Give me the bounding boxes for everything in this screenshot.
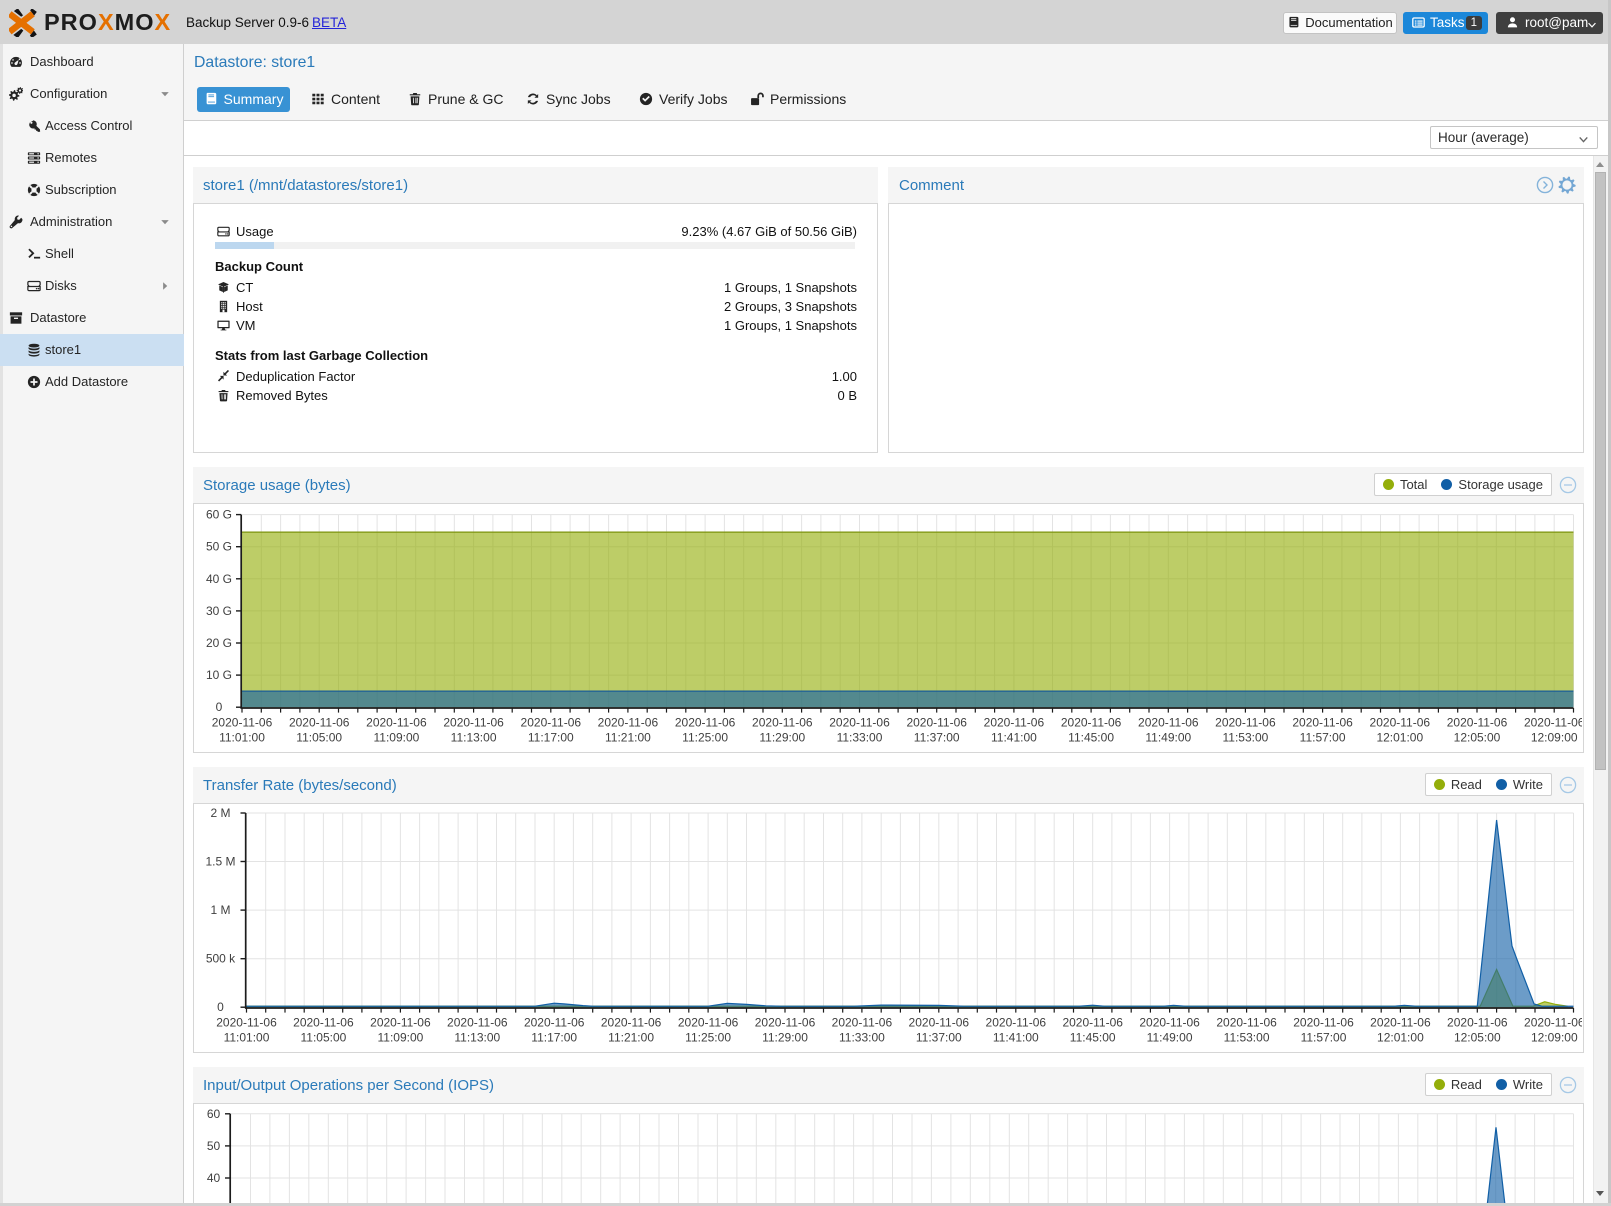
svg-text:2020-11-06: 2020-11-06 bbox=[521, 716, 582, 730]
svg-text:50 G: 50 G bbox=[206, 540, 232, 554]
svg-text:11:53:00: 11:53:00 bbox=[1222, 731, 1268, 745]
svg-text:2020-11-06: 2020-11-06 bbox=[443, 716, 504, 730]
svg-text:11:49:00: 11:49:00 bbox=[1147, 1031, 1193, 1045]
svg-text:11:57:00: 11:57:00 bbox=[1300, 731, 1346, 745]
svg-text:11:21:00: 11:21:00 bbox=[608, 1031, 654, 1045]
svg-text:2020-11-06: 2020-11-06 bbox=[755, 1016, 816, 1030]
svg-text:2020-11-06: 2020-11-06 bbox=[906, 716, 967, 730]
svg-text:2020-11-06: 2020-11-06 bbox=[1447, 716, 1508, 730]
svg-text:11:37:00: 11:37:00 bbox=[916, 1031, 962, 1045]
svg-text:12:05:00: 12:05:00 bbox=[1454, 731, 1501, 745]
svg-text:11:25:00: 11:25:00 bbox=[682, 731, 728, 745]
svg-text:11:45:00: 11:45:00 bbox=[1068, 731, 1114, 745]
svg-text:11:25:00: 11:25:00 bbox=[685, 1031, 731, 1045]
svg-text:11:29:00: 11:29:00 bbox=[762, 1031, 808, 1045]
svg-text:2020-11-06: 2020-11-06 bbox=[524, 1016, 585, 1030]
svg-text:11:49:00: 11:49:00 bbox=[1145, 731, 1191, 745]
svg-text:2020-11-06: 2020-11-06 bbox=[1215, 716, 1276, 730]
svg-text:2020-11-06: 2020-11-06 bbox=[986, 1016, 1047, 1030]
svg-text:2020-11-06: 2020-11-06 bbox=[675, 716, 736, 730]
svg-text:2020-11-06: 2020-11-06 bbox=[678, 1016, 739, 1030]
svg-text:2020-11-06: 2020-11-06 bbox=[1524, 1016, 1582, 1030]
svg-text:2020-11-06: 2020-11-06 bbox=[1524, 716, 1582, 730]
svg-text:50: 50 bbox=[207, 1139, 221, 1153]
svg-text:0: 0 bbox=[217, 1000, 224, 1014]
svg-text:12:01:00: 12:01:00 bbox=[1376, 731, 1423, 745]
svg-text:11:41:00: 11:41:00 bbox=[993, 1031, 1039, 1045]
svg-text:12:01:00: 12:01:00 bbox=[1377, 1031, 1424, 1045]
svg-text:2020-11-06: 2020-11-06 bbox=[293, 1016, 354, 1030]
svg-text:11:01:00: 11:01:00 bbox=[219, 731, 265, 745]
svg-text:12:05:00: 12:05:00 bbox=[1454, 1031, 1501, 1045]
svg-text:2020-11-06: 2020-11-06 bbox=[1292, 716, 1353, 730]
svg-text:2020-11-06: 2020-11-06 bbox=[1061, 716, 1122, 730]
svg-text:11:21:00: 11:21:00 bbox=[605, 731, 651, 745]
svg-text:2020-11-06: 2020-11-06 bbox=[366, 716, 427, 730]
svg-text:20 G: 20 G bbox=[206, 636, 232, 650]
svg-text:2020-11-06: 2020-11-06 bbox=[216, 1016, 277, 1030]
svg-text:2 M: 2 M bbox=[210, 806, 230, 820]
svg-text:2020-11-06: 2020-11-06 bbox=[212, 716, 273, 730]
svg-text:2020-11-06: 2020-11-06 bbox=[984, 716, 1045, 730]
svg-text:500 k: 500 k bbox=[206, 952, 236, 966]
svg-text:2020-11-06: 2020-11-06 bbox=[289, 716, 350, 730]
svg-text:2020-11-06: 2020-11-06 bbox=[1447, 1016, 1508, 1030]
svg-text:11:09:00: 11:09:00 bbox=[377, 1031, 423, 1045]
svg-text:30 G: 30 G bbox=[206, 604, 232, 618]
svg-text:11:57:00: 11:57:00 bbox=[1301, 1031, 1347, 1045]
svg-text:0: 0 bbox=[216, 700, 223, 714]
svg-text:40 G: 40 G bbox=[206, 572, 232, 586]
svg-text:60: 60 bbox=[207, 1107, 221, 1121]
svg-text:40: 40 bbox=[207, 1171, 221, 1185]
svg-text:1.5 M: 1.5 M bbox=[205, 855, 235, 869]
svg-text:60 G: 60 G bbox=[206, 508, 232, 522]
svg-text:11:01:00: 11:01:00 bbox=[224, 1031, 270, 1045]
svg-text:2020-11-06: 2020-11-06 bbox=[829, 716, 890, 730]
svg-text:2020-11-06: 2020-11-06 bbox=[598, 716, 659, 730]
svg-text:11:09:00: 11:09:00 bbox=[373, 731, 419, 745]
svg-text:11:45:00: 11:45:00 bbox=[1070, 1031, 1116, 1045]
svg-text:2020-11-06: 2020-11-06 bbox=[447, 1016, 508, 1030]
svg-text:2020-11-06: 2020-11-06 bbox=[752, 716, 813, 730]
svg-text:11:05:00: 11:05:00 bbox=[296, 731, 342, 745]
svg-text:2020-11-06: 2020-11-06 bbox=[601, 1016, 662, 1030]
svg-text:11:13:00: 11:13:00 bbox=[454, 1031, 500, 1045]
svg-text:2020-11-06: 2020-11-06 bbox=[1370, 1016, 1431, 1030]
svg-text:11:05:00: 11:05:00 bbox=[300, 1031, 346, 1045]
svg-text:11:17:00: 11:17:00 bbox=[528, 731, 574, 745]
svg-text:2020-11-06: 2020-11-06 bbox=[1216, 1016, 1277, 1030]
svg-text:11:29:00: 11:29:00 bbox=[759, 731, 805, 745]
svg-text:10 G: 10 G bbox=[206, 668, 232, 682]
svg-text:1 M: 1 M bbox=[210, 903, 230, 917]
svg-text:11:33:00: 11:33:00 bbox=[837, 731, 883, 745]
svg-text:12:09:00: 12:09:00 bbox=[1531, 1031, 1578, 1045]
svg-text:2020-11-06: 2020-11-06 bbox=[1138, 716, 1199, 730]
svg-text:2020-11-06: 2020-11-06 bbox=[1139, 1016, 1200, 1030]
svg-text:2020-11-06: 2020-11-06 bbox=[832, 1016, 893, 1030]
svg-text:2020-11-06: 2020-11-06 bbox=[1062, 1016, 1123, 1030]
svg-text:11:33:00: 11:33:00 bbox=[839, 1031, 885, 1045]
svg-text:2020-11-06: 2020-11-06 bbox=[909, 1016, 970, 1030]
svg-text:11:37:00: 11:37:00 bbox=[914, 731, 960, 745]
svg-text:12:09:00: 12:09:00 bbox=[1531, 731, 1578, 745]
svg-text:11:13:00: 11:13:00 bbox=[451, 731, 497, 745]
svg-text:11:17:00: 11:17:00 bbox=[531, 1031, 577, 1045]
svg-text:2020-11-06: 2020-11-06 bbox=[1293, 1016, 1354, 1030]
svg-text:11:53:00: 11:53:00 bbox=[1224, 1031, 1270, 1045]
svg-text:2020-11-06: 2020-11-06 bbox=[370, 1016, 431, 1030]
svg-text:11:41:00: 11:41:00 bbox=[991, 731, 1037, 745]
svg-text:2020-11-06: 2020-11-06 bbox=[1370, 716, 1431, 730]
